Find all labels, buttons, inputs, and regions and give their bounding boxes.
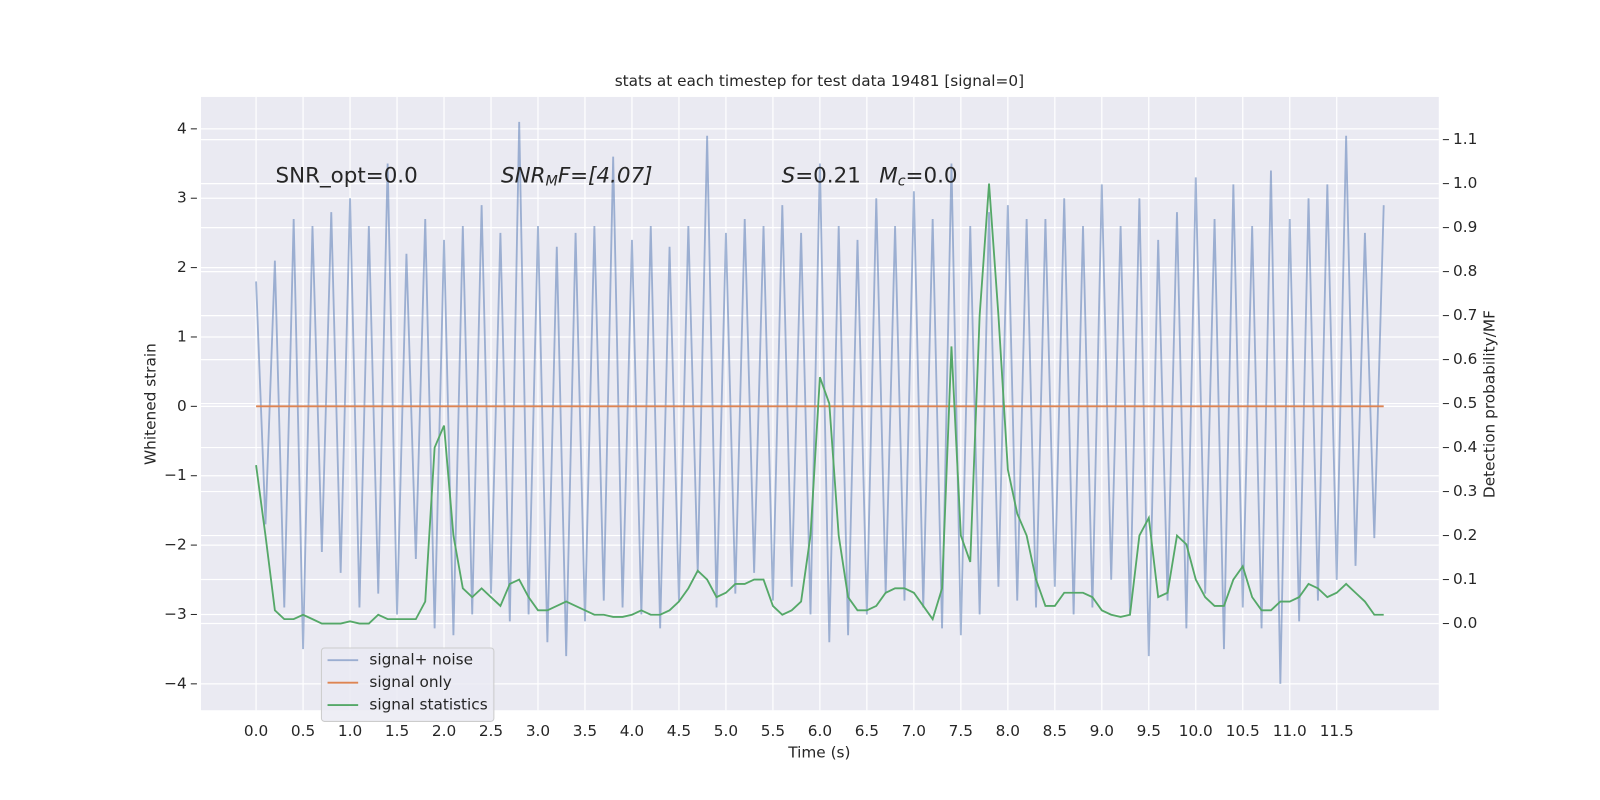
annotation-part: =0.21 xyxy=(795,164,861,189)
y2-tick-label: 0.6 xyxy=(1453,350,1477,368)
legend-label: signal statistics xyxy=(369,696,487,714)
data xyxy=(255,121,1385,684)
y2-axis-label: Detection probability/MF xyxy=(1480,310,1498,498)
y2-tick-label: 0.9 xyxy=(1453,218,1477,236)
y2-tick-label: 0.7 xyxy=(1453,306,1477,324)
x-tick-label: 4.0 xyxy=(620,722,644,740)
y-tick-label: −2 xyxy=(164,536,187,554)
y2-tick-label: 0.3 xyxy=(1453,482,1477,500)
annotation-part: SNR xyxy=(501,164,545,189)
x-tick-label: 5.0 xyxy=(714,722,738,740)
annotation-part: M xyxy=(546,174,558,190)
x-tick-label: 11.0 xyxy=(1273,722,1307,740)
annotation-part: M xyxy=(879,164,897,189)
annotation-part: c xyxy=(898,174,906,190)
x-tick-label: 9.0 xyxy=(1090,722,1114,740)
y2-tick-label: 1.0 xyxy=(1453,174,1477,192)
y-tick-label: −1 xyxy=(164,466,187,484)
x-tick-label: 4.5 xyxy=(667,722,691,740)
series-line xyxy=(255,121,1385,684)
y2-tick-label: 0.0 xyxy=(1453,614,1477,632)
y-axis-label: Whitened strain xyxy=(142,343,160,465)
x-tick-label: 6.0 xyxy=(808,722,832,740)
y2-tick-label: 0.4 xyxy=(1453,438,1477,456)
y2-tick-label: 1.1 xyxy=(1453,130,1477,148)
annotation: SNRMF=[4.07] xyxy=(501,164,652,190)
x-tick-label: 11.5 xyxy=(1320,722,1354,740)
x-tick-label: 8.5 xyxy=(1043,722,1067,740)
annotation-part: S xyxy=(782,164,796,189)
y-tick-label: −4 xyxy=(164,674,187,692)
x-axis-label: Time (s) xyxy=(787,744,850,762)
x-tick-label: 10.0 xyxy=(1179,722,1213,740)
legend-box xyxy=(320,647,495,722)
x-tick-label: 7.0 xyxy=(902,722,926,740)
x-tick-label: 10.5 xyxy=(1226,722,1260,740)
annotation-part: F=[4.07] xyxy=(558,164,653,189)
annotation-part: =0.0 xyxy=(906,164,958,189)
series-line xyxy=(255,183,1384,625)
y2-tick-label: 0.5 xyxy=(1453,394,1477,412)
legend-label: signal only xyxy=(369,673,451,691)
annotation: S=0.21 Mc=0.0 xyxy=(782,164,958,190)
y-tick-label: −3 xyxy=(164,605,187,623)
y2-tick-label: 0.1 xyxy=(1453,570,1477,588)
annotation: SNR_opt=0.0 xyxy=(276,164,418,189)
x-tick-label: 0.0 xyxy=(244,722,268,740)
x-tick-label: 2.5 xyxy=(479,722,503,740)
legend-label: signal+ noise xyxy=(369,651,473,669)
y2-tick-label: 0.2 xyxy=(1453,526,1477,544)
y2-tick-label: 0.8 xyxy=(1453,262,1477,280)
x-tick-label: 0.5 xyxy=(291,722,315,740)
x-tick-label: 1.5 xyxy=(385,722,409,740)
x-tick-label: 7.5 xyxy=(949,722,973,740)
y-tick-label: 1 xyxy=(177,327,187,345)
x-tick-label: 8.0 xyxy=(996,722,1020,740)
x-tick-label: 9.5 xyxy=(1137,722,1161,740)
y-tick-label: 4 xyxy=(177,119,187,137)
x-tick-label: 5.5 xyxy=(761,722,785,740)
y-tick-label: 3 xyxy=(177,189,187,207)
x-tick-label: 6.5 xyxy=(855,722,879,740)
x-tick-label: 1.0 xyxy=(338,722,362,740)
y-tick-label: 0 xyxy=(177,397,187,415)
legend: signal+ noise signal only signal statistic… xyxy=(320,647,495,722)
x-tick-label: 3.0 xyxy=(526,722,550,740)
x-tick-label: 2.0 xyxy=(432,722,456,740)
chart-title: stats at each timestep for test data 194… xyxy=(615,72,1024,90)
x-tick-label: 3.5 xyxy=(573,722,597,740)
y-tick-label: 2 xyxy=(177,258,187,276)
